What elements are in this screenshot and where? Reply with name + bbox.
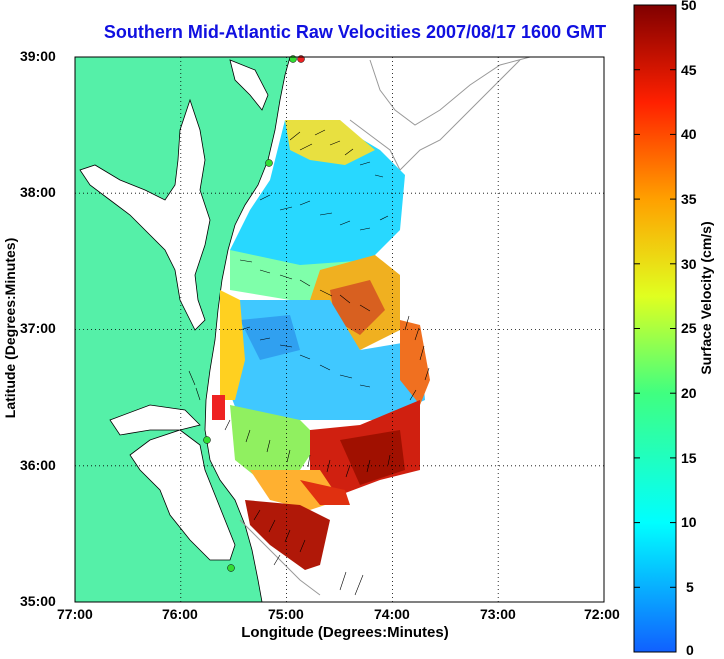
radar-station-marker [203, 436, 211, 444]
x-tick-label: 75:00 [268, 606, 304, 622]
colorbar-tick-label: 5 [686, 579, 694, 595]
chesapeake-bay [79, 98, 211, 331]
map-title: Southern Mid-Atlantic Raw Velocities 200… [103, 22, 607, 42]
colorbar-tick-label: 15 [681, 450, 697, 466]
delaware-bay [229, 59, 269, 111]
y-tick-label: 38:00 [20, 184, 56, 200]
colorbar-tick-label: 30 [681, 256, 697, 272]
colorbar-tick-label: 35 [681, 191, 697, 207]
colorbar-tick-label: 20 [681, 385, 697, 401]
x-tick-label: 76:00 [162, 606, 198, 622]
depth-contour [239, 519, 321, 596]
y-tick-label: 37:00 [20, 320, 56, 336]
depth-contour [349, 59, 521, 171]
colorbar-tick-label: 40 [681, 126, 697, 142]
colorbar-tick-label: 10 [681, 514, 697, 530]
y-tick-label: 39:00 [20, 48, 56, 64]
albemarle-sound [109, 404, 201, 436]
colorbar-tick-label: 0 [686, 642, 694, 658]
pamlico-sound [129, 429, 236, 561]
plot-frame [74, 56, 605, 603]
y-axis-label: Latitude (Degrees:Minutes) [2, 237, 18, 419]
graticule [75, 57, 604, 602]
x-tick-label: 77:00 [57, 606, 93, 622]
y-tick-label: 36:00 [20, 457, 56, 473]
x-tick-label: 74:00 [374, 606, 410, 622]
x-axis-label: Longitude (Degrees:Minutes) [241, 624, 449, 641]
colorbar-label: Surface Velocity (cm/s) [698, 221, 714, 375]
radar-station-marker [265, 159, 273, 167]
radar-station-marker [227, 564, 235, 572]
velocity-vectors [188, 129, 430, 596]
colorbar-tick-label: 25 [681, 320, 697, 336]
colorbar-tick-label: 45 [681, 62, 697, 78]
colorbar [633, 4, 677, 653]
depth-contour [369, 57, 531, 126]
x-tick-label: 73:00 [480, 606, 516, 622]
velocity-field [212, 120, 430, 570]
y-tick-label: 35:00 [20, 593, 56, 609]
x-tick-label: 72:00 [584, 606, 620, 622]
colorbar-tick-label: 50 [681, 0, 697, 13]
colorbar-ticks [634, 4, 676, 588]
